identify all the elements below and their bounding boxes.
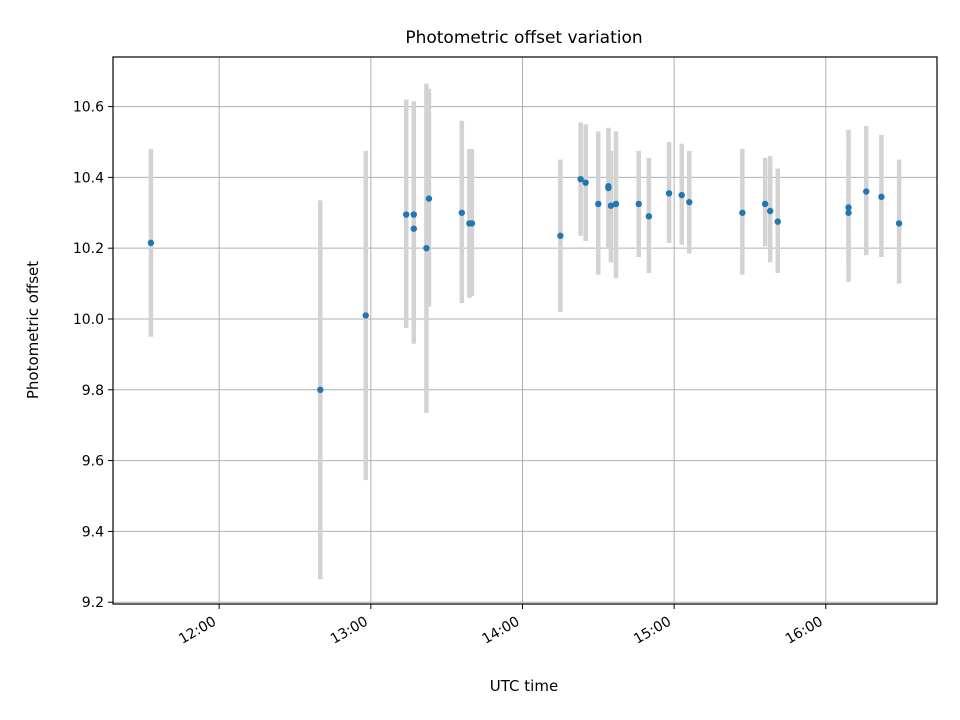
grid — [113, 57, 937, 604]
data-point — [458, 209, 466, 216]
plot-area-frame — [112, 56, 938, 605]
data-point — [739, 209, 746, 216]
data-point — [612, 200, 620, 208]
data-point — [774, 218, 781, 225]
y-tick-label: 10.0 — [73, 312, 104, 328]
y-tick-label: 9.2 — [82, 595, 104, 611]
data-point — [147, 239, 155, 247]
data-point — [410, 211, 417, 218]
data-point — [878, 193, 885, 201]
y-axis-title: Photometric offset — [24, 261, 42, 399]
data-point — [595, 200, 602, 208]
data-point — [410, 225, 417, 232]
data-point — [766, 207, 774, 215]
data-point — [895, 220, 903, 227]
data-point — [468, 220, 476, 227]
data-point — [607, 202, 615, 209]
data-point — [761, 200, 769, 208]
data-point — [423, 244, 430, 252]
data-point — [845, 209, 852, 216]
y-tick-label: 10.2 — [73, 241, 104, 257]
data-point — [582, 179, 589, 186]
data-point — [317, 386, 324, 394]
data-point — [425, 195, 433, 202]
y-tick-label: 10.4 — [73, 170, 104, 186]
y-tick-label: 9.6 — [82, 454, 104, 470]
data-point — [635, 200, 642, 208]
y-tick-label: 9.8 — [82, 383, 104, 399]
data-point — [686, 198, 693, 206]
data-point — [678, 191, 685, 199]
data-point — [863, 188, 870, 195]
x-axis-title: UTC time — [490, 677, 558, 695]
y-tick-label: 10.6 — [73, 100, 104, 116]
y-axis-ticks: 9.2 9.4 9.6 9.8 10.0 10.2 10.4 10.6 — [73, 100, 113, 611]
data-point — [577, 175, 584, 183]
data-point — [362, 312, 369, 319]
chart-title: Photometric offset variation — [405, 28, 642, 48]
data-point — [645, 213, 653, 220]
y-tick-label: 9.4 — [82, 524, 104, 540]
data-points — [147, 175, 903, 394]
data-point — [605, 184, 612, 192]
data-point — [665, 190, 673, 197]
data-point — [557, 232, 564, 239]
data-point — [845, 204, 852, 211]
data-point — [403, 211, 410, 218]
